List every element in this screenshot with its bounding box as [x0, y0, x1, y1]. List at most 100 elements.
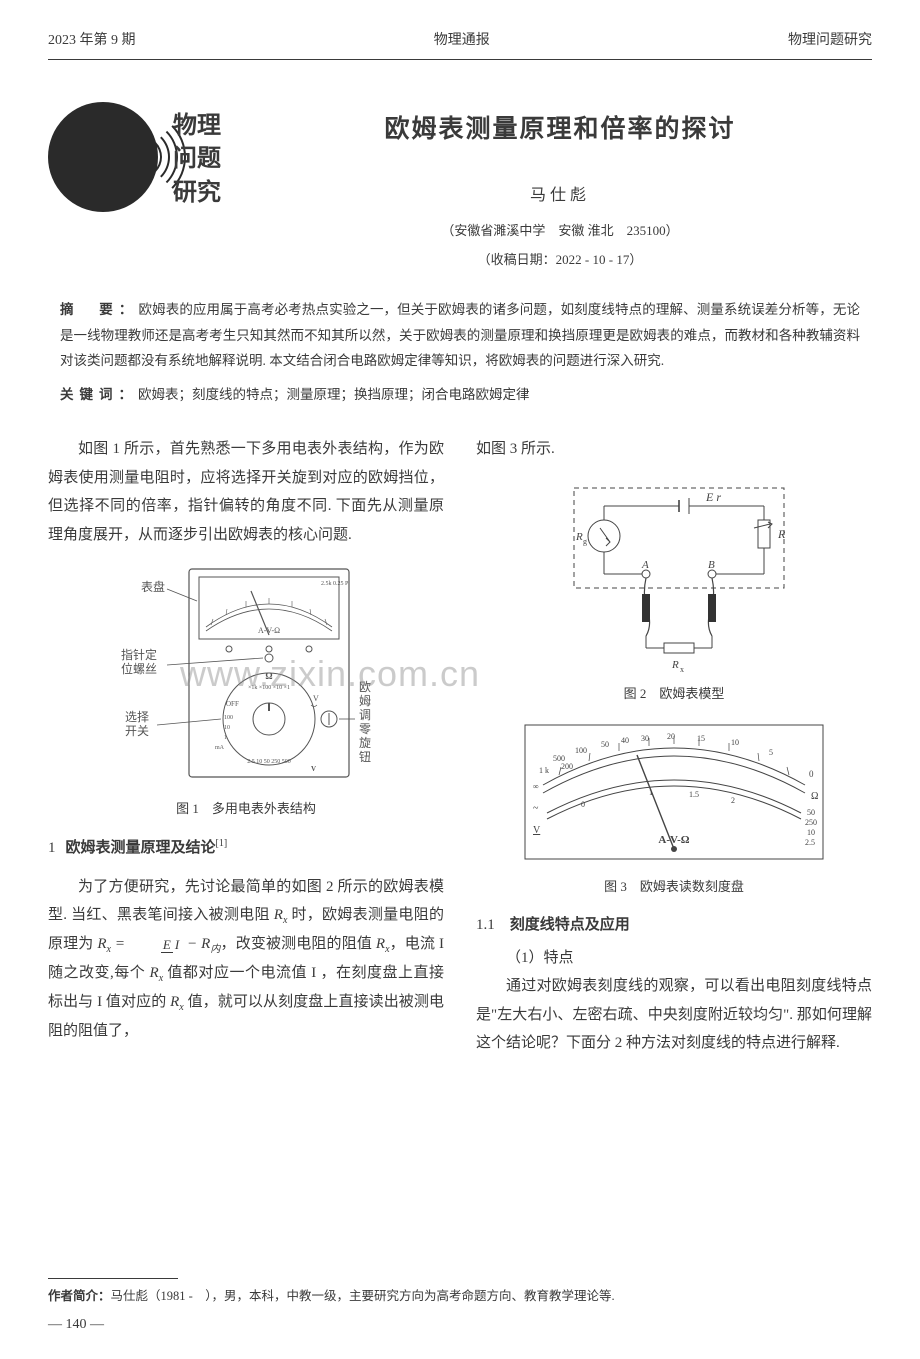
svg-text:~: ~: [533, 803, 539, 814]
svg-text:0: 0: [581, 800, 585, 809]
figure-1: A-V-Ω 2.5k 0.25 P Ω ×1k ×100 ×10 ×1 OFF …: [48, 561, 444, 822]
svg-text:100: 100: [224, 715, 233, 721]
bio-text: 马仕彪（1981 - ），男，本科，中教一级，主要研究方向为高考命题方向、教育教…: [111, 1289, 615, 1303]
section-1-ref: [1]: [216, 838, 228, 849]
ohmmeter-circuit-diagram: E r Rg R A B: [534, 476, 814, 676]
svg-text:旋: 旋: [359, 736, 371, 750]
svg-text:10: 10: [807, 828, 815, 837]
svg-text:R: R: [575, 531, 583, 543]
svg-text:200: 200: [561, 762, 573, 771]
keywords-label: 关键词：: [60, 387, 138, 402]
svg-text:15: 15: [697, 734, 705, 743]
author-bio: 作者简介：马仕彪（1981 - ），男，本科，中教一级，主要研究方向为高考命题方…: [48, 1285, 872, 1309]
svg-text:2.5: 2.5: [805, 838, 815, 847]
svg-text:10: 10: [224, 725, 230, 731]
svg-text:1.5: 1.5: [689, 790, 699, 799]
header-left: 2023 年第 9 期: [48, 28, 136, 55]
figure-2: E r Rg R A B: [476, 476, 872, 707]
svg-text:OFF: OFF: [226, 700, 239, 708]
header-rule: [48, 59, 872, 60]
svg-text:2.5 10 50 250 500: 2.5 10 50 250 500: [247, 759, 291, 765]
affiliation: （安徽省濉溪中学 安徽 淮北 235100）: [248, 219, 872, 244]
svg-text:30: 30: [641, 734, 649, 743]
svg-text:R: R: [671, 659, 679, 671]
body-columns: 如图 1 所示，首先熟悉一下多用电表外表结构，作为欧姆表使用测量电阻时，应将选择…: [48, 435, 872, 1057]
svg-text:表盘: 表盘: [141, 579, 165, 594]
svg-text:R: R: [777, 527, 786, 541]
svg-text:1 k: 1 k: [539, 766, 549, 775]
subsection-1-1-head: 1.1 刻度线特点及应用: [476, 911, 872, 940]
item-1: （1）特点: [476, 944, 872, 973]
keywords: 关键词：欧姆表；刻度线的特点；测量原理；换挡原理；闭合电路欧姆定律: [60, 382, 860, 408]
svg-text:姆: 姆: [359, 694, 371, 708]
receive-date: （收稿日期：2022 - 10 - 17）: [248, 248, 872, 273]
svg-text:A-V-Ω: A-V-Ω: [258, 626, 280, 635]
abstract: 摘 要：欧姆表的应用属于高考必考热点实验之一，但关于欧姆表的诸多问题，如刻度线特…: [60, 297, 860, 374]
figure-1-caption: 图 1 多用电表外表结构: [48, 797, 444, 822]
figure-2-caption: 图 2 欧姆表模型: [476, 682, 872, 707]
right-para-2: 通过对欧姆表刻度线的观察，可以看出电阻刻度线特点是"左大右小、左密右疏、中央刻度…: [476, 972, 872, 1058]
right-para-1: 如图 3 所示.: [476, 435, 872, 464]
svg-text:开关: 开关: [125, 724, 149, 738]
svg-text:V: V: [313, 694, 319, 703]
svg-text:E r: E r: [705, 490, 721, 504]
svg-text:40: 40: [621, 736, 629, 745]
svg-text:×1k ×100 ×10 ×1: ×1k ×100 ×10 ×1: [248, 685, 290, 691]
figure-3: 50010050 403020 15105 1 k200 ∞ 0 Ω 011.5…: [476, 719, 872, 900]
svg-text:零: 零: [359, 722, 371, 736]
svg-text:0: 0: [809, 769, 814, 779]
abstract-text: 欧姆表的应用属于高考必考热点实验之一，但关于欧姆表的诸多问题，如刻度线特点的理解…: [60, 302, 860, 368]
svg-text:调: 调: [359, 708, 371, 722]
page-number: — 140 —: [48, 1312, 872, 1339]
svg-text:B: B: [708, 559, 715, 571]
svg-text:∞: ∞: [533, 782, 539, 791]
svg-text:x: x: [680, 665, 684, 674]
figure-3-caption: 图 3 欧姆表读数刻度盘: [476, 875, 872, 900]
left-para-2: 为了方便研究，先讨论最简单的如图 2 所示的欧姆表模型. 当红、黑表笔间接入被测…: [48, 873, 444, 1046]
svg-text:钮: 钮: [359, 749, 371, 764]
svg-text:5: 5: [769, 748, 773, 757]
svg-text:g: g: [583, 537, 587, 546]
section-logo: 物理 问题 研究: [48, 102, 248, 222]
svg-text:250: 250: [805, 818, 817, 827]
subsection-1-1-num: 1.1: [476, 917, 495, 933]
svg-text:A-V-Ω: A-V-Ω: [658, 834, 689, 846]
section-1-title: 欧姆表测量原理及结论: [66, 839, 216, 856]
left-column: 如图 1 所示，首先熟悉一下多用电表外表结构，作为欧姆表使用测量电阻时，应将选择…: [48, 435, 444, 1057]
svg-text:mA: mA: [215, 745, 225, 751]
keywords-text: 欧姆表；刻度线的特点；测量原理；换挡原理；闭合电路欧姆定律: [138, 387, 530, 402]
svg-text:选择: 选择: [125, 710, 149, 724]
paper-title: 欧姆表测量原理和倍率的探讨: [248, 106, 872, 154]
right-column: 如图 3 所示. E r Rg R A B: [476, 435, 872, 1057]
page-footer: 作者简介：马仕彪（1981 - ），男，本科，中教一级，主要研究方向为高考命题方…: [48, 1278, 872, 1339]
svg-text:2.5k 0.25 P: 2.5k 0.25 P: [321, 581, 349, 587]
svg-text:1: 1: [224, 735, 227, 741]
multimeter-diagram: A-V-Ω 2.5k 0.25 P Ω ×1k ×100 ×10 ×1 OFF …: [111, 561, 381, 791]
ohmmeter-dial-diagram: 50010050 403020 15105 1 k200 ∞ 0 Ω 011.5…: [519, 719, 829, 869]
svg-text:欧: 欧: [359, 680, 371, 694]
svg-text:100: 100: [575, 746, 587, 755]
svg-text:位螺丝: 位螺丝: [121, 661, 157, 676]
footer-rule: [48, 1278, 178, 1279]
svg-text:A: A: [641, 559, 649, 571]
title-block: 物理 问题 研究 欧姆表测量原理和倍率的探讨 马仕彪 （安徽省濉溪中学 安徽 淮…: [48, 102, 872, 273]
svg-text:10: 10: [731, 738, 739, 747]
header-right: 物理问题研究: [788, 28, 872, 55]
section-1-num: 1: [48, 840, 56, 856]
svg-text:V: V: [311, 765, 316, 773]
running-head: 2023 年第 9 期 物理通报 物理问题研究: [48, 28, 872, 55]
author-name: 马仕彪: [248, 181, 872, 211]
svg-text:Ω: Ω: [265, 671, 272, 681]
section-1-head: 1 欧姆表测量原理及结论[1]: [48, 834, 444, 863]
left-para-1: 如图 1 所示，首先熟悉一下多用电表外表结构，作为欧姆表使用测量电阻时，应将选择…: [48, 435, 444, 549]
header-center: 物理通报: [434, 28, 490, 55]
svg-text:50: 50: [601, 740, 609, 749]
abstract-label: 摘 要：: [60, 302, 138, 317]
subsection-1-1-title: 刻度线特点及应用: [510, 916, 630, 933]
svg-text:2: 2: [731, 796, 735, 805]
bio-label: 作者简介：: [48, 1289, 111, 1303]
logo-text: 物理 问题 研究: [173, 110, 221, 211]
svg-text:Ω: Ω: [811, 791, 818, 802]
svg-text:50: 50: [807, 808, 815, 817]
svg-text:指针定: 指针定: [121, 647, 157, 662]
